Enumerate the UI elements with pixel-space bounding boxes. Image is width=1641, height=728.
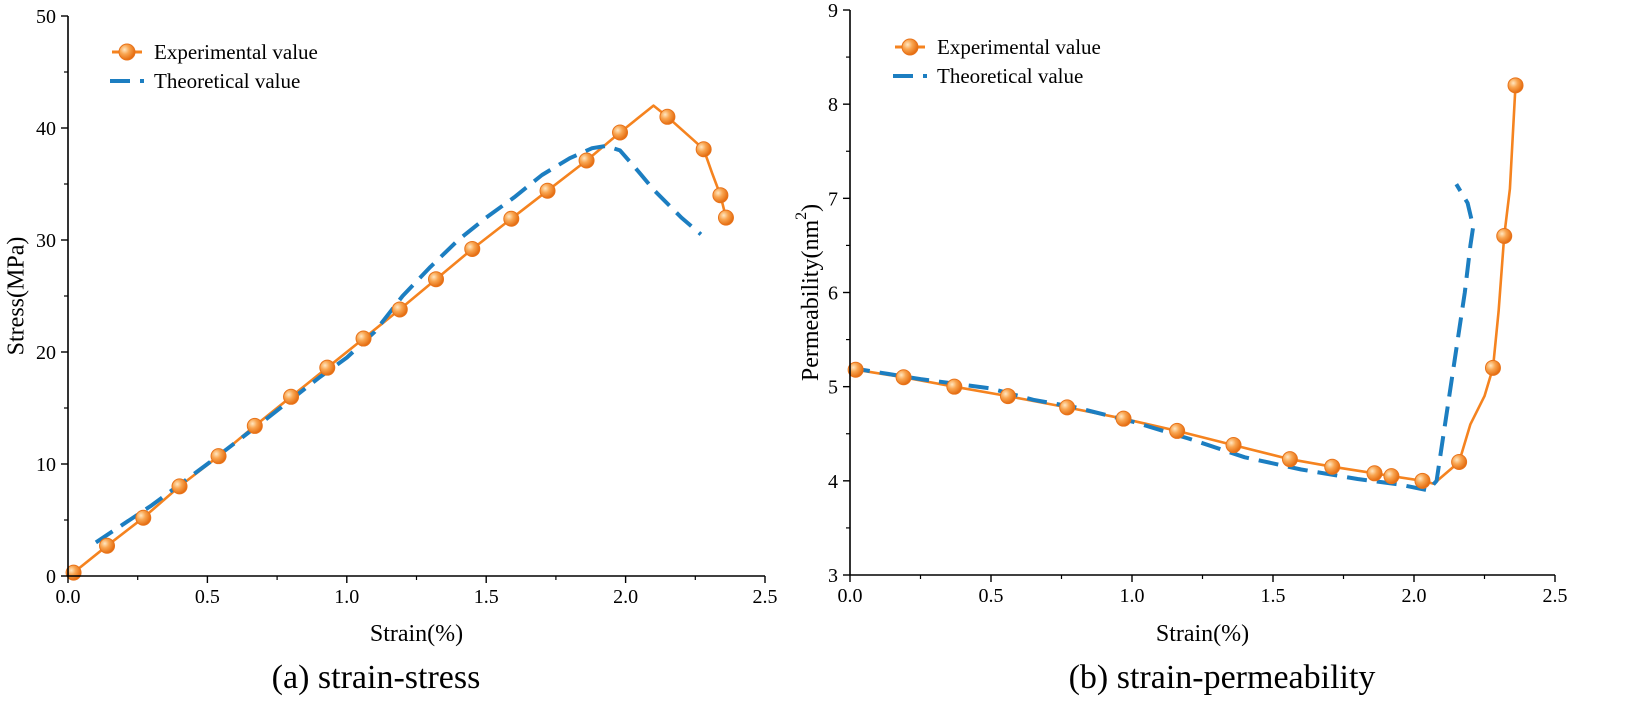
y-tick-label: 5 [828,377,838,399]
x-tick-label: 0.0 [838,585,863,607]
permeability-legend: Experimental value Theoretical value [893,35,1101,88]
x-tick-label: 1.0 [334,586,359,608]
x-tick-label: 0.0 [56,586,81,608]
experimental-data-point [1169,422,1186,439]
stress-legend: Experimental value Theoretical value [110,40,318,93]
experimental-data-point [464,240,481,257]
experimental-data-point [717,209,734,226]
experimental-data-point [578,152,595,169]
experimental-data-point [1414,472,1431,489]
x-tick-label: 2.0 [613,586,638,608]
permeability-x-axis-label: Strain(%) [1156,621,1249,647]
experimental-data-point [1451,454,1468,470]
permeability-y-axis-label: Permeability(nm2) [793,204,824,381]
x-tick-label: 2.5 [753,586,778,608]
experimental-data-point [1366,465,1383,482]
experimental-data-point [712,187,729,204]
permeability-ticks: 0.0 0.5 1.0 1.5 2.0 2.5 3 4 5 6 7 8 9 [828,0,1568,607]
x-tick-label: 1.5 [1261,585,1286,607]
stress-y-axis-label: Stress(MPa) [4,237,30,356]
experimental-data-point [391,301,408,318]
experimental-data-point [1115,410,1132,427]
legend-theoretical-label: Theoretical value [154,69,300,93]
permeability-y-label-superscript: 2 [793,212,810,220]
y-tick-label: 7 [828,188,838,210]
y-tick-label: 6 [828,283,838,305]
experimental-data-point [1496,228,1513,244]
y-tick-label: 3 [828,565,838,587]
experimental-data-point [283,388,300,405]
x-tick-label: 1.5 [474,586,499,608]
theoretical-series-line [849,183,1476,493]
stress-caption: (a) strain-stress [272,659,481,696]
legend-experimental-marker [901,38,919,56]
chart-strain-stress: 0.0 0.5 1.0 1.5 2.0 2.5 0 10 20 30 40 50 Experiment… [4,6,778,696]
experimental-data-point [1484,359,1501,376]
permeability-caption: (b) strain-permeability [1069,659,1376,696]
experimental-data-point [847,361,864,378]
experimental-data-point [503,210,520,227]
experimental-data-point [946,378,963,395]
y-tick-label: 8 [828,94,838,116]
experimental-data-point [539,182,556,199]
experimental-data-point [999,388,1016,405]
x-tick-label: 0.5 [195,586,220,608]
experimental-data-point [1383,468,1400,485]
legend-experimental-label: Experimental value [154,40,318,64]
y-tick-label: 30 [36,230,56,252]
x-tick-label: 2.0 [1402,585,1427,607]
experimental-data-point [135,509,152,526]
experimental-data-point [1281,451,1298,468]
experimental-data-point [355,330,372,347]
experimental-data-point [1507,77,1524,94]
y-tick-label: 0 [46,566,56,588]
y-tick-label: 50 [36,6,56,28]
experimental-data-point [319,359,336,376]
permeability-plot-lines [849,84,1517,493]
experimental-data-point [695,141,712,158]
y-tick-label: 10 [36,454,56,476]
stress-x-axis-label: Strain(%) [370,621,463,647]
permeability-y-label-suffix: ) [798,204,824,212]
permeability-y-label-main: Permeability(nm [798,220,824,382]
experimental-data-point [428,271,445,288]
y-tick-label: 20 [36,342,56,364]
y-tick-label: 9 [828,0,838,22]
chart-strain-permeability: 0.0 0.5 1.0 1.5 2.0 2.5 3 4 5 6 7 8 9 Experimental v… [793,0,1568,696]
stress-ticks: 0.0 0.5 1.0 1.5 2.0 2.5 0 10 20 30 40 50 [36,6,778,608]
x-tick-label: 1.0 [1120,585,1145,607]
experimental-data-point [171,478,188,495]
experimental-data-point [1059,399,1076,416]
experimental-series-line [854,84,1517,486]
stress-plot-lines [72,104,728,574]
y-tick-label: 40 [36,118,56,140]
permeability-plot-markers [847,77,1524,489]
x-tick-label: 2.5 [1543,585,1568,607]
experimental-data-point [1324,458,1341,475]
experimental-data-point [246,417,263,434]
experimental-data-point [210,448,227,465]
permeability-axes [849,10,1555,576]
stress-plot-markers [65,108,734,581]
legend-theoretical-label: Theoretical value [937,64,1083,88]
experimental-data-point [99,537,116,554]
experimental-data-point [659,108,676,125]
experimental-series-line [72,104,728,574]
legend-experimental-marker [118,43,136,61]
experimental-data-point [612,124,629,141]
experimental-data-point [895,369,912,386]
x-tick-label: 0.5 [979,585,1004,607]
experimental-data-point [1225,437,1242,454]
legend-experimental-label: Experimental value [937,35,1101,59]
y-tick-label: 4 [828,471,838,493]
